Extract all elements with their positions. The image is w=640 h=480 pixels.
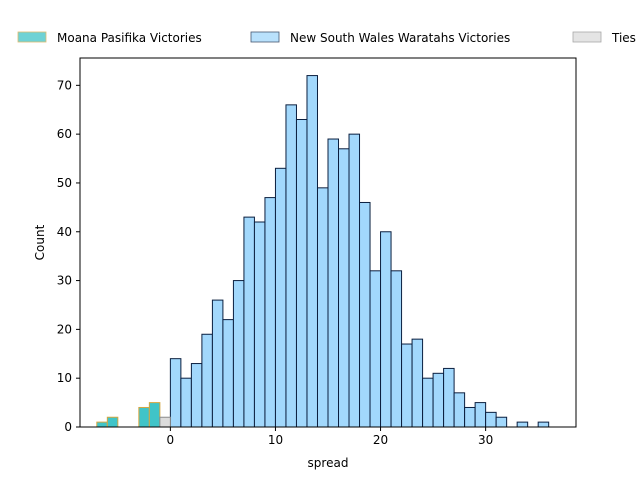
bar-series1-bin21 bbox=[390, 270, 403, 428]
y-tick-label: 0 bbox=[64, 420, 72, 434]
bar-series1-bin14 bbox=[316, 187, 329, 428]
x-tick-label: 30 bbox=[478, 433, 493, 447]
bar-series1-bin23 bbox=[411, 338, 424, 428]
bar-series1-bin3 bbox=[201, 333, 213, 428]
bar-series1-bin25 bbox=[432, 372, 445, 428]
bar-series1-bin4 bbox=[211, 299, 224, 428]
bar-series0-bin3 bbox=[148, 402, 161, 428]
bar-series1-bin11 bbox=[285, 104, 297, 428]
bar-series1-bin27 bbox=[453, 392, 466, 428]
bar-series1-bin28 bbox=[464, 406, 476, 428]
bar-series1-bin2 bbox=[190, 363, 203, 428]
y-axis-label: Count bbox=[33, 224, 47, 260]
y-tick-label: 10 bbox=[57, 371, 72, 385]
bar-series1-bin32 bbox=[516, 421, 529, 428]
bar-series0-bin1 bbox=[106, 416, 119, 428]
bar-series1-bin30 bbox=[485, 411, 497, 428]
bar-series1-bin7 bbox=[243, 216, 255, 428]
x-axis-label: spread bbox=[308, 456, 349, 470]
bar-series1-bin6 bbox=[232, 280, 245, 428]
bar-series1-bin29 bbox=[474, 402, 487, 428]
bar-series1-bin12 bbox=[295, 119, 308, 428]
bar-series1-bin15 bbox=[327, 138, 340, 428]
bar-series1-bin1 bbox=[180, 377, 192, 428]
y-tick-label: 60 bbox=[57, 127, 72, 141]
legend: Moana Pasifika Victories New South Wales … bbox=[17, 31, 636, 45]
bar-series1-bin5 bbox=[222, 319, 234, 428]
bar-series1-bin10 bbox=[274, 167, 287, 428]
legend-label-2: Ties bbox=[611, 31, 636, 45]
bar-series1-bin9 bbox=[264, 197, 276, 428]
bar-series0-bin2 bbox=[138, 406, 150, 428]
x-tick-label: 0 bbox=[167, 433, 175, 447]
x-tick-label: 10 bbox=[268, 433, 283, 447]
y-tick-label: 70 bbox=[57, 78, 72, 92]
y-axis-ticks: 0 10 20 30 40 50 60 70 bbox=[57, 78, 80, 434]
x-axis-ticks: 0 10 20 30 bbox=[167, 427, 493, 447]
bar-series1-bin13 bbox=[306, 75, 318, 428]
plot-frame bbox=[79, 57, 577, 428]
y-tick-label: 20 bbox=[57, 322, 72, 336]
legend-label-0: Moana Pasifika Victories bbox=[57, 31, 202, 45]
bar-series1-bin31 bbox=[495, 416, 508, 428]
bar-series0-bin0 bbox=[96, 421, 108, 428]
legend-swatch-0 bbox=[17, 31, 47, 43]
bar-series1-bin24 bbox=[422, 377, 434, 428]
bar-series1-bin8 bbox=[253, 221, 266, 428]
bars-layer bbox=[96, 75, 550, 428]
bar-series1-bin16 bbox=[338, 148, 350, 428]
legend-swatch-1 bbox=[250, 31, 280, 43]
bar-series1-bin22 bbox=[401, 343, 413, 428]
bar-series1-bin17 bbox=[348, 133, 361, 428]
bar-series1-bin18 bbox=[359, 201, 371, 428]
legend-swatch-2 bbox=[572, 31, 602, 43]
bar-series1-bin20 bbox=[380, 231, 392, 428]
bar-series1-bin33 bbox=[537, 421, 550, 428]
y-tick-label: 50 bbox=[57, 176, 72, 190]
bar-series1-bin19 bbox=[369, 270, 382, 428]
y-tick-label: 30 bbox=[57, 274, 72, 288]
legend-label-1: New South Wales Waratahs Victories bbox=[290, 31, 510, 45]
bar-series1-bin26 bbox=[443, 367, 455, 428]
y-tick-label: 40 bbox=[57, 225, 72, 239]
bar-series1-bin0 bbox=[169, 358, 182, 428]
bar-series2-bin0 bbox=[159, 416, 171, 428]
x-tick-label: 20 bbox=[373, 433, 388, 447]
